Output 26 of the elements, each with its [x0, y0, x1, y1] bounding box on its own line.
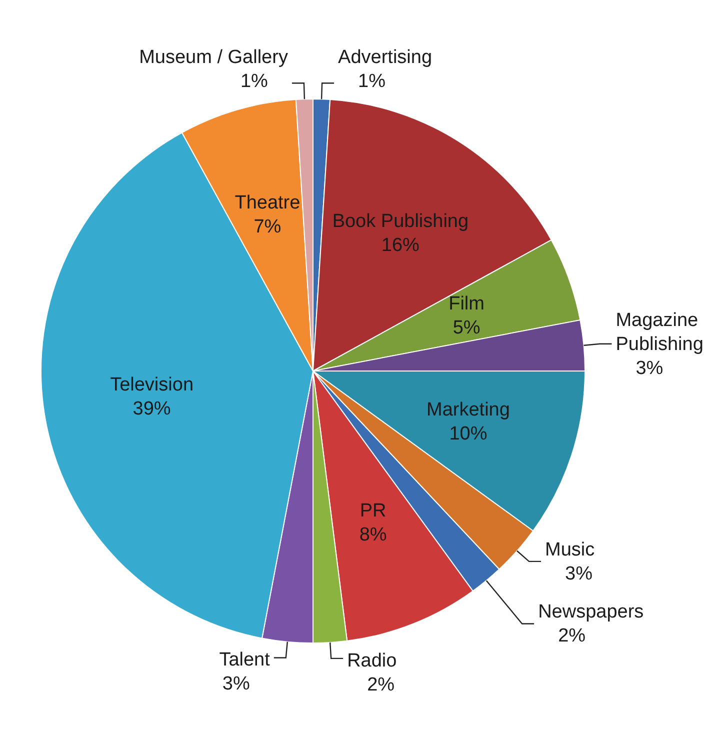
slice-label: PR	[360, 500, 386, 522]
slice-label: Music	[545, 538, 595, 560]
data-label: 1%	[358, 70, 386, 92]
slice-label: Radio	[347, 650, 397, 671]
slice-label: Film	[448, 293, 484, 314]
data-label: 3%	[565, 562, 593, 584]
slice-label: Book Publishing	[332, 210, 469, 232]
data-label: 3%	[222, 673, 250, 694]
data-label: 2%	[558, 625, 586, 646]
slice-label: Museum / Gallery	[139, 46, 288, 68]
slice-label: Theatre	[234, 192, 300, 213]
slice-label: Newspapers	[538, 601, 644, 622]
slice-label: Magazine Publishing	[616, 309, 704, 354]
data-label: 2%	[367, 674, 395, 695]
slice-label: Talent	[219, 649, 271, 670]
slice-label: Marketing	[426, 398, 510, 420]
data-label: 10%	[449, 422, 488, 444]
slice-label: Advertising	[338, 46, 432, 68]
data-label: 3%	[636, 357, 664, 378]
data-label: 7%	[254, 216, 282, 237]
data-label: 16%	[381, 234, 420, 256]
data-label: 39%	[132, 398, 171, 420]
data-label: 1%	[240, 70, 268, 92]
data-label: 8%	[359, 524, 387, 546]
data-label: 5%	[452, 317, 480, 338]
slice-label: Television	[110, 374, 194, 396]
